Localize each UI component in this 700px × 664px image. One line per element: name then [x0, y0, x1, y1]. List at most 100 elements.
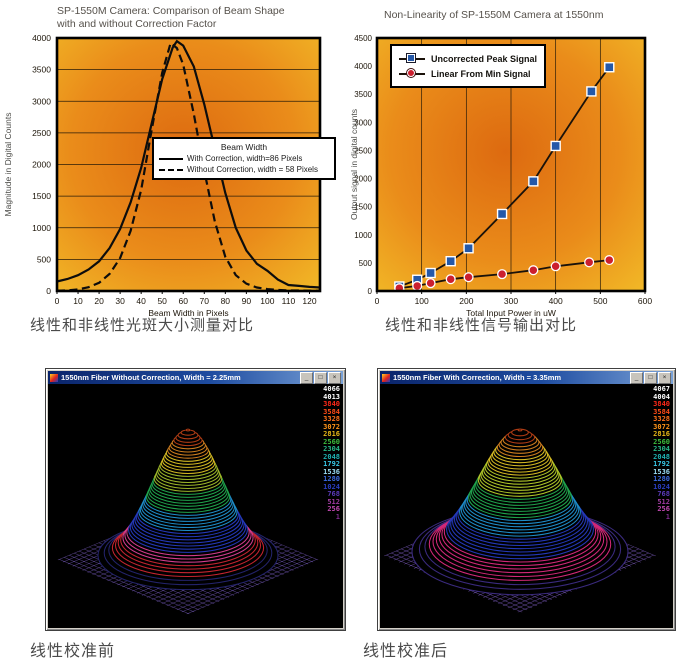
square-marker — [445, 256, 456, 267]
scale-value: 1536 — [323, 467, 340, 476]
square-marker — [496, 208, 508, 220]
caption-before-calibration: 线性校准前 — [30, 643, 116, 660]
svg-text:1500: 1500 — [354, 203, 372, 212]
square-marker — [528, 176, 539, 187]
circle-marker — [463, 272, 474, 283]
svg-text:400: 400 — [549, 296, 563, 306]
scale-value: 3072 — [323, 422, 340, 431]
circle-marker — [425, 278, 436, 289]
svg-text:3000: 3000 — [354, 118, 372, 127]
beam-legend-title: Beam Width — [220, 142, 268, 152]
surface-peak-ring — [517, 428, 523, 432]
svg-text:1500: 1500 — [32, 191, 51, 201]
svg-text:50: 50 — [157, 296, 167, 306]
beam-legend-entry-dashed: Without Correction, width = 58 Pixels — [187, 165, 318, 174]
svg-text:0: 0 — [46, 286, 51, 296]
svg-text:1000: 1000 — [32, 223, 51, 233]
circle-marker — [604, 255, 615, 266]
svg-text:4000: 4000 — [32, 33, 51, 43]
scale-value: 1 — [665, 512, 670, 521]
svg-text:90: 90 — [242, 296, 252, 306]
circle-marker — [497, 269, 508, 280]
scale-value: 1536 — [653, 467, 670, 476]
scale-value: 2304 — [653, 445, 670, 453]
nonlin-series-uncorrected — [398, 66, 611, 288]
nonlinearity-legend: Uncorrected Peak Signal Linear From Min … — [390, 44, 547, 88]
scale-value: 1280 — [323, 475, 340, 483]
scale-value: 3584 — [323, 407, 340, 416]
minimize-button[interactable]: _ — [300, 371, 313, 384]
svg-text:Beam Width in Pixels: Beam Width in Pixels — [148, 308, 228, 318]
beam-legend: Beam Width With Correction, width=86 Pix… — [152, 137, 336, 180]
square-marker — [586, 86, 597, 97]
circle-marker — [528, 265, 539, 276]
scale-value: 1 — [335, 512, 340, 521]
scale-value: 3840 — [653, 400, 670, 408]
circle-marker-sample — [399, 68, 425, 80]
surface-window-after: 1550nm Fiber With Correction, Width = 3.… — [377, 368, 676, 631]
square-marker — [463, 243, 474, 254]
dashed-line-sample — [159, 168, 183, 171]
svg-text:2000: 2000 — [354, 175, 372, 184]
scale-value: 768 — [327, 490, 340, 498]
svg-text:300: 300 — [504, 296, 518, 306]
svg-text:4000: 4000 — [354, 62, 372, 71]
circle-marker — [445, 274, 456, 285]
scale-value: 4004 — [653, 392, 670, 401]
svg-text:2500: 2500 — [354, 146, 372, 155]
scale-value: 512 — [657, 497, 670, 506]
svg-text:3500: 3500 — [32, 65, 51, 75]
scale-value: 256 — [657, 505, 670, 513]
scale-value: 3328 — [653, 415, 670, 423]
beam-curve-solid — [56, 39, 321, 289]
window-titlebar[interactable]: 1550nm Fiber With Correction, Width = 3.… — [380, 371, 673, 384]
svg-text:60: 60 — [179, 296, 189, 306]
svg-text:10: 10 — [73, 296, 83, 306]
svg-text:100: 100 — [415, 296, 429, 306]
svg-text:1000: 1000 — [354, 231, 372, 240]
scale-value: 3328 — [323, 415, 340, 423]
minimize-button[interactable]: _ — [630, 371, 643, 384]
svg-text:2000: 2000 — [32, 160, 51, 170]
scale-value: 1280 — [653, 475, 670, 483]
svg-text:Magnitude in Digital Counts: Magnitude in Digital Counts — [3, 113, 13, 217]
scale-value: 3840 — [323, 400, 340, 408]
color-scale-before: 4066 4013 3840 3584 3328 3072 2816 2560 2304 2048… — [323, 385, 340, 521]
scale-value: 768 — [657, 490, 670, 498]
caption-after-calibration: 线性校准后 — [363, 643, 449, 660]
svg-text:110: 110 — [282, 296, 296, 306]
svg-text:2500: 2500 — [32, 128, 51, 138]
close-button[interactable]: × — [658, 371, 671, 384]
maximize-button[interactable]: □ — [644, 371, 657, 384]
window-title: 1550nm Fiber With Correction, Width = 3.… — [393, 373, 562, 382]
svg-text:0: 0 — [368, 287, 373, 296]
scale-value: 4013 — [323, 392, 340, 401]
scale-value: 2048 — [323, 452, 340, 461]
close-button[interactable]: × — [328, 371, 341, 384]
svg-text:80: 80 — [221, 296, 231, 306]
surface-plot-before: 4066 4013 3840 3584 3328 3072 2816 2560 2304 2048… — [48, 384, 343, 628]
beam-chart-title-line2: with and without Correction Factor — [57, 17, 217, 30]
square-marker — [604, 62, 615, 73]
scale-value: 2816 — [653, 430, 670, 438]
square-marker — [550, 140, 561, 152]
caption-nonlinearity-chart: 线性和非线性信号输出对比 — [385, 317, 578, 334]
surface-3d-before — [57, 428, 319, 615]
window-titlebar[interactable]: 1550nm Fiber Without Correction, Width =… — [48, 371, 343, 384]
circle-marker — [584, 257, 595, 268]
scale-value: 2560 — [323, 437, 340, 446]
scale-value: 512 — [327, 497, 340, 506]
scale-value: 1024 — [323, 482, 340, 491]
app-icon — [50, 373, 58, 382]
surface-3d-after — [383, 428, 657, 613]
scale-value: 256 — [327, 505, 340, 513]
svg-text:4500: 4500 — [354, 34, 372, 43]
svg-text:Output signal in digital count: Output signal in digital counts — [350, 109, 359, 220]
app-icon — [382, 373, 390, 382]
maximize-button[interactable]: □ — [314, 371, 327, 384]
svg-text:20: 20 — [94, 296, 104, 306]
caption-beam-chart: 线性和非线性光斑大小测量对比 — [30, 317, 255, 334]
scale-value: 2304 — [323, 445, 340, 453]
surface-plot-after: 4067 4004 3840 3584 3328 3072 2816 2560 2304 2048… — [380, 384, 673, 628]
